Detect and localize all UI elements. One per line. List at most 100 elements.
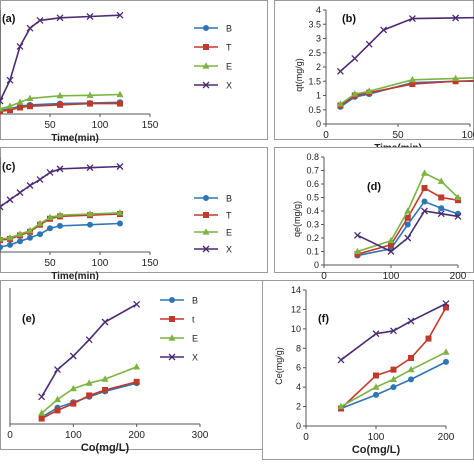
- data-point: [0, 235, 4, 242]
- data-point: [26, 94, 34, 101]
- legend-entry: E: [226, 228, 232, 238]
- legend-entry: B: [226, 24, 232, 34]
- legend-entry: E: [226, 62, 232, 72]
- x-tick-label: 100: [92, 258, 109, 269]
- y-axis-label: qt(mg/g): [294, 58, 304, 92]
- data-point: [6, 102, 14, 109]
- x-tick-label: 0: [323, 130, 329, 141]
- series-X: [337, 300, 450, 364]
- data-point: [388, 241, 394, 248]
- panel-border: [274, 0, 474, 140]
- data-point: [373, 372, 379, 379]
- data-point: [443, 304, 449, 311]
- x-axis-label: Co(mg/L): [352, 444, 401, 456]
- data-point: [408, 376, 414, 383]
- data-point: [203, 25, 209, 31]
- panel-label: (c): [2, 161, 16, 173]
- data-point: [38, 415, 45, 422]
- x-tick-label: 300: [192, 430, 209, 441]
- x-tick-label: 200: [438, 432, 455, 443]
- legend-entry: T: [226, 43, 232, 53]
- series-E: [336, 74, 474, 107]
- y-tick-label: 2: [296, 402, 301, 412]
- data-point: [421, 198, 428, 205]
- data-point: [87, 221, 93, 228]
- legend-entry: B: [192, 296, 198, 306]
- data-point: [56, 165, 64, 173]
- data-point: [372, 330, 380, 338]
- y-tick-label: 1.5: [308, 76, 321, 86]
- y-tick-label: 1: [316, 91, 321, 101]
- series-line: [357, 172, 459, 253]
- data-point: [27, 234, 33, 241]
- data-point: [26, 182, 34, 189]
- data-point: [69, 384, 77, 392]
- chart-panel: 0 100 200 0 2 4 6 8 10 12 14 Co(mg/L) Ce(mg/g) (f): [262, 280, 474, 460]
- data-point: [203, 44, 209, 50]
- data-point: [437, 177, 445, 184]
- data-point: [54, 366, 61, 374]
- y-tick-label: 8: [296, 343, 301, 353]
- y-tick-label: 0.6: [306, 179, 319, 189]
- series-E: [0, 90, 124, 112]
- data-point: [203, 212, 209, 218]
- data-point: [17, 104, 23, 111]
- data-point: [437, 210, 445, 218]
- data-point: [101, 375, 109, 382]
- data-point: [133, 378, 140, 385]
- y-tick-label: 4: [316, 5, 321, 15]
- data-point: [6, 76, 14, 84]
- y-tick-label: 4: [296, 382, 301, 392]
- y-tick-label: 0.5: [308, 105, 321, 115]
- data-point: [354, 251, 361, 258]
- data-point: [56, 211, 64, 218]
- data-point: [390, 366, 397, 373]
- data-point: [438, 194, 445, 201]
- y-axis-label: Ce(mg/g): [274, 347, 284, 385]
- panel-label: (b): [342, 13, 356, 25]
- x-tick-label: 50: [392, 130, 404, 141]
- data-point: [408, 76, 416, 83]
- data-point: [337, 402, 345, 410]
- x-tick-label: 150: [142, 258, 159, 269]
- data-point: [454, 193, 462, 201]
- y-tick-label: 12: [291, 304, 301, 314]
- data-point: [36, 16, 44, 24]
- data-point: [85, 379, 93, 386]
- x-tick-label: 0: [303, 432, 309, 443]
- x-tick-label: 0: [321, 271, 327, 282]
- data-point: [404, 214, 411, 221]
- data-point: [168, 353, 176, 361]
- data-point: [57, 222, 63, 229]
- data-point: [57, 101, 63, 108]
- data-point: [452, 78, 459, 85]
- data-point: [373, 391, 379, 398]
- data-point: [85, 336, 93, 344]
- y-tick-label: 6: [296, 363, 301, 373]
- data-point: [116, 209, 124, 216]
- data-point: [404, 207, 412, 214]
- series-line: [0, 14, 121, 102]
- data-point: [442, 348, 450, 355]
- series-T: [38, 378, 140, 422]
- data-point: [6, 233, 14, 241]
- x-tick-label: 100: [368, 432, 385, 443]
- data-point: [47, 225, 53, 232]
- y-tick-label: 0: [316, 119, 321, 129]
- data-point: [404, 221, 411, 228]
- y-tick-label: 0.1: [306, 247, 319, 257]
- panel-label: (f): [318, 313, 329, 325]
- data-point: [354, 247, 361, 255]
- data-point: [443, 358, 449, 365]
- data-point: [26, 24, 34, 32]
- x-tick-label: 100: [65, 430, 82, 441]
- y-tick-label: 0.5: [306, 193, 319, 203]
- series-B: [0, 220, 123, 251]
- data-point: [7, 107, 13, 114]
- data-point: [372, 383, 380, 390]
- data-point: [17, 238, 23, 245]
- x-tick-label: 200: [128, 430, 145, 441]
- data-point: [202, 81, 210, 89]
- y-tick-label: 0.4: [306, 206, 319, 216]
